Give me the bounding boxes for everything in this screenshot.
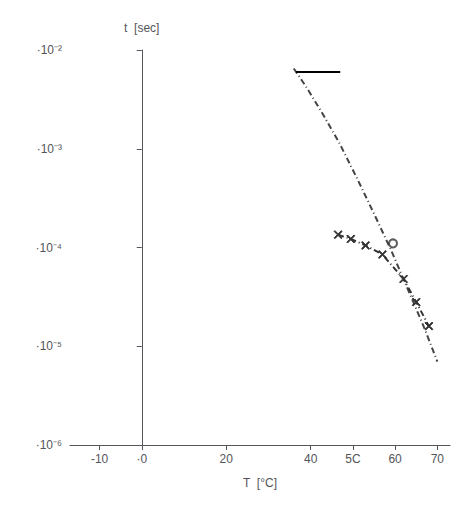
svg-text:·10⁻³: ·10⁻³ — [37, 142, 62, 156]
svg-text:5C: 5C — [345, 452, 361, 466]
svg-text:·10⁻⁴: ·10⁻⁴ — [36, 241, 63, 255]
svg-text:·10⁻⁵: ·10⁻⁵ — [36, 339, 62, 353]
svg-text:·10⁻⁶: ·10⁻⁶ — [36, 438, 62, 452]
svg-text:60: 60 — [388, 452, 402, 466]
svg-text:70: 70 — [431, 452, 445, 466]
svg-text:-10: -10 — [91, 452, 109, 466]
svg-text:t [sec]: t [sec] — [124, 21, 159, 35]
svg-text:·0: ·0 — [136, 452, 147, 466]
svg-text:20: 20 — [220, 452, 234, 466]
svg-text:·10⁻²: ·10⁻² — [37, 43, 62, 57]
svg-text:40: 40 — [304, 452, 318, 466]
svg-text:T [°C]: T [°C] — [243, 476, 277, 490]
